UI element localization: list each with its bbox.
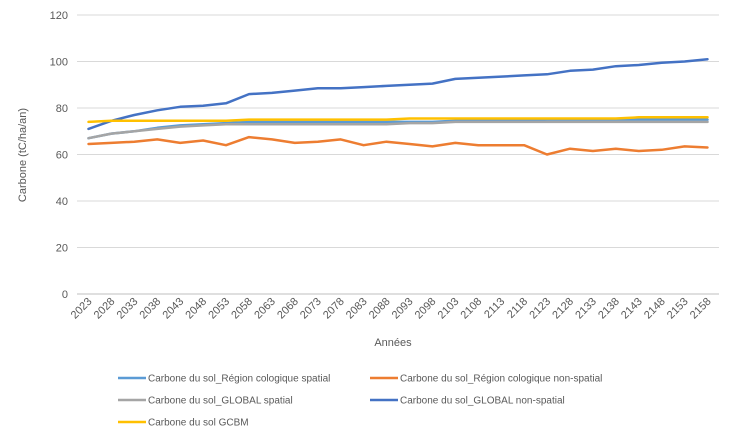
y-tick-label: 100 — [50, 57, 68, 69]
series-line — [87, 135, 709, 156]
x-tick-label: 2128 — [550, 296, 576, 322]
x-tick-label: 2138 — [596, 296, 622, 322]
y-axis-ticks: 0 20 40 60 80 100 120 — [50, 10, 68, 301]
x-tick-label: 2103 — [436, 296, 462, 322]
x-tick-label: 2058 — [229, 296, 255, 322]
series-line — [87, 116, 709, 124]
x-tick-label: 2078 — [321, 296, 347, 322]
x-tick-label: 2028 — [92, 296, 118, 322]
x-tick-label: 2158 — [688, 296, 714, 322]
x-tick-label: 2093 — [390, 296, 416, 322]
x-tick-label: 2123 — [527, 296, 553, 322]
legend-label: Carbone du sol_Région cologique spatial — [148, 374, 330, 385]
x-axis-title: Années — [374, 337, 412, 349]
x-tick-label: 2048 — [183, 296, 209, 322]
x-tick-label: 2073 — [298, 296, 324, 322]
x-tick-label: 2068 — [275, 296, 301, 322]
x-tick-label: 2113 — [482, 296, 507, 321]
legend-label: Carbone du sol_GLOBAL spatial — [148, 396, 293, 407]
series-line — [87, 120, 709, 140]
y-tick-label: 80 — [56, 103, 68, 115]
series-lines — [87, 57, 709, 156]
x-axis-ticks: 2023202820332038204320482053205820632068… — [69, 296, 714, 322]
legend-label: Carbone du sol GCBM — [148, 418, 249, 429]
x-tick-label: 2033 — [115, 296, 141, 322]
x-tick-label: 2023 — [69, 296, 95, 322]
x-tick-label: 2043 — [161, 296, 187, 322]
x-tick-label: 2038 — [138, 296, 164, 322]
x-tick-label: 2108 — [459, 296, 485, 322]
y-tick-label: 20 — [56, 243, 68, 255]
y-tick-label: 60 — [56, 150, 68, 162]
x-tick-label: 2053 — [206, 296, 232, 322]
y-axis-title: Carbone (tC/ha/an) — [17, 108, 29, 202]
legend-label: Carbone du sol_Région cologique non-spat… — [400, 374, 602, 385]
x-tick-label: 2133 — [573, 296, 599, 322]
legend-label: Carbone du sol_GLOBAL non-spatial — [400, 396, 565, 407]
gridlines — [77, 14, 719, 295]
x-tick-label: 2143 — [619, 296, 645, 322]
x-tick-label: 2118 — [505, 296, 530, 321]
x-tick-label: 2148 — [642, 296, 668, 322]
x-tick-label: 2153 — [665, 296, 691, 322]
legend: Carbone du sol_Région cologique spatial C… — [118, 374, 602, 429]
y-tick-label: 40 — [56, 196, 68, 208]
x-tick-label: 2063 — [252, 296, 278, 322]
x-tick-label: 2083 — [344, 296, 370, 322]
y-tick-label: 0 — [62, 289, 68, 301]
y-tick-label: 120 — [50, 10, 68, 22]
series-line — [87, 57, 709, 131]
x-tick-label: 2098 — [413, 296, 439, 322]
x-tick-label: 2088 — [367, 296, 393, 322]
